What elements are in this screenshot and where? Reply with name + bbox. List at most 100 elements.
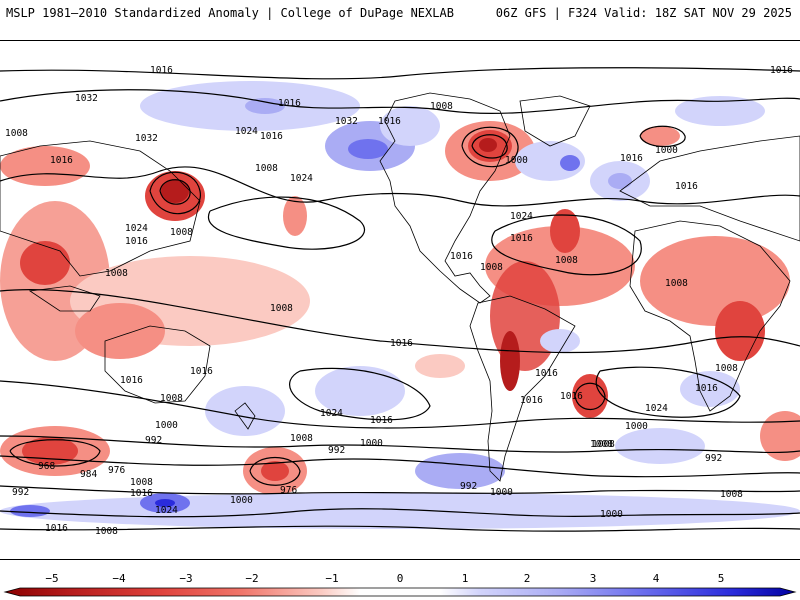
isobar-label: 976 [108, 465, 125, 476]
isobar-label: 1024 [125, 223, 148, 234]
colorbar-tick: 2 [524, 572, 531, 585]
isobar-label: 1016 [120, 375, 143, 386]
isobar-1024-south-pacific [289, 367, 431, 421]
isobar-1016-antarctic [0, 525, 800, 532]
colorbar-tick: 4 [653, 572, 660, 585]
isobar-label: 1024 [235, 126, 258, 137]
coast-maritime [28, 285, 101, 312]
colorbar-tick: −3 [179, 572, 192, 585]
coast-greenland [519, 95, 591, 147]
pos-anomaly-north-atlantic [515, 141, 585, 181]
isobar-label: 1000 [655, 145, 678, 156]
isobar-label: 1008 [665, 278, 688, 289]
isobar-low-atlantic-2 [471, 134, 508, 159]
map-title: MSLP 1981–2010 Standardized Anomaly | Co… [6, 6, 454, 20]
isobar-992-south [0, 455, 800, 478]
isobar-label: 1000 [155, 420, 178, 431]
isobar-label: 1016 [510, 233, 533, 244]
isobar-low-japan-2 [159, 179, 191, 205]
colorbar-strip [3, 587, 797, 597]
coast-australia [104, 325, 211, 404]
pos-anomaly-canada [380, 106, 440, 146]
isobar-1016-tropics [0, 288, 800, 354]
neg-anomaly-africa [640, 236, 790, 326]
coastlines [0, 92, 800, 482]
isobar-label: 1008 [590, 439, 613, 450]
isobar-low-southern-pacific [249, 457, 301, 486]
isobar-1016-north [0, 67, 800, 80]
neg-anomaly-asia [0, 146, 90, 186]
isobar-label: 1016 [520, 395, 543, 406]
isobar-1024-subtrop [207, 196, 366, 250]
isobar-label: 1000 [505, 155, 528, 166]
anomaly-shading [0, 81, 800, 529]
isobar-label: 1016 [450, 251, 473, 262]
neg-anomaly-indonesia [20, 241, 70, 285]
isobar-1000-antarctic [0, 508, 800, 518]
pos-anomaly-arctic-east [675, 96, 765, 126]
colorbar-tick: −4 [112, 572, 126, 585]
isobar-label: 1008 [255, 163, 278, 174]
isobar-label: 1008 [430, 101, 453, 112]
isobar-low-southern-west [9, 439, 101, 467]
isobar-label: 1024 [510, 211, 533, 222]
isobar-1024-atlantic [491, 214, 642, 276]
colorbar-tick: −2 [245, 572, 258, 585]
isobar-label: 1016 [125, 236, 148, 247]
isobar-label: 1016 [370, 415, 393, 426]
anomaly-map: 1016 1016 1032 1008 1032 1024 1016 1032 … [0, 40, 800, 560]
isobar-label: 1008 [715, 363, 738, 374]
coast-south-america [469, 295, 576, 482]
isobar-label: 1032 [135, 133, 158, 144]
isobar-1016-mid [0, 166, 800, 207]
coast-new-zealand [234, 402, 256, 430]
pos-anomaly-south-pacific [205, 386, 285, 436]
isobar-label: 992 [705, 453, 722, 464]
coast-africa [629, 220, 791, 412]
colorbar-tick: −1 [325, 572, 338, 585]
isobar-labels: 1016 1016 1032 1008 1032 1024 1016 1032 … [5, 65, 793, 537]
isobar-label: 1000 [230, 495, 253, 506]
model-run-info: 06Z GFS | F324 Valid: 18Z SAT NOV 29 202… [495, 6, 792, 20]
coast-north-america [379, 92, 511, 304]
isobars [0, 67, 800, 532]
isobar-1008-south [0, 485, 800, 495]
isobar-label: 1032 [75, 93, 98, 104]
isobar-label: 1000 [360, 438, 383, 449]
isobar-low-japan [149, 171, 201, 215]
isobar-label: 992 [12, 487, 29, 498]
isobar-label: 968 [38, 461, 55, 472]
colorbar-tick: 0 [397, 572, 404, 585]
isobar-label: 1016 [278, 98, 301, 109]
isobar-label: 1008 [592, 439, 615, 450]
isobar-label: 1008 [105, 268, 128, 279]
isobar-label: 1016 [260, 131, 283, 142]
isobar-low-euro [639, 125, 686, 148]
isobar-label: 984 [80, 469, 97, 480]
isobar-label: 1008 [170, 227, 193, 238]
isobar-label: 1008 [480, 262, 503, 273]
colorbar-ticks: −5 −4 −3 −2 −1 0 1 2 3 4 5 [45, 572, 724, 585]
isobar-label: 1032 [335, 116, 358, 127]
isobar-label: 1016 [620, 153, 643, 164]
isobar-label: 1024 [290, 173, 313, 184]
isobar-label: 1008 [160, 393, 183, 404]
isobar-1016-south [0, 380, 800, 429]
isobar-label: 992 [145, 435, 162, 446]
isobar-1000-south [0, 435, 800, 454]
colorbar-tick: −5 [45, 572, 58, 585]
isobar-label: 1000 [490, 487, 513, 498]
isobar-low-atlantic [461, 126, 519, 168]
colorbar-tick: 1 [462, 572, 469, 585]
isobar-label: 1000 [625, 421, 648, 432]
isobar-label: 1016 [45, 523, 68, 534]
isobar-label: 992 [328, 445, 345, 456]
isobar-label: 1024 [645, 403, 668, 414]
isobar-label: 1016 [560, 391, 583, 402]
colorbar-tick: 5 [718, 572, 725, 585]
isobar-label: 976 [280, 485, 297, 496]
isobar-label: 1024 [320, 408, 343, 419]
isobar-label: 1008 [5, 128, 28, 139]
isobar-label: 1016 [378, 116, 401, 127]
isobar-label: 1016 [535, 368, 558, 379]
